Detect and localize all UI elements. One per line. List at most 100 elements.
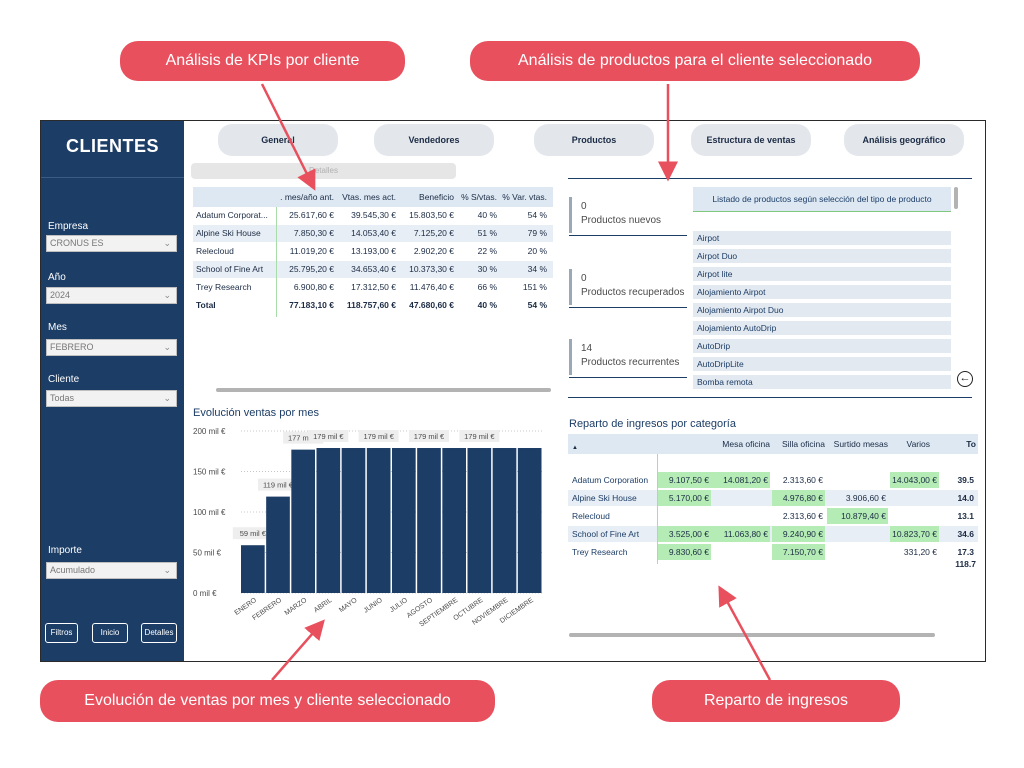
- table-row[interactable]: Relecloud 2.313,60 € 10.879,40 € 13.1: [568, 508, 978, 524]
- table-row[interactable]: Alpine Ski House 5.170,00 € 4.976,80 € 3.90…: [568, 490, 978, 506]
- bar-noviembre[interactable]: [492, 448, 517, 593]
- table-row[interactable]: Trey Research 6.900,80 € 17.312,50 € 11.476…: [193, 279, 553, 296]
- x-tick-label: JUNIO: [363, 597, 385, 615]
- reparto-header-surtido: Surtido mesas: [833, 439, 888, 449]
- inicio-button[interactable]: Inicio: [92, 623, 128, 643]
- mes-select[interactable]: FEBRERO ⌄: [46, 339, 177, 356]
- product-list-item[interactable]: Alojamiento Airpot Duo: [693, 303, 951, 317]
- back-arrow-icon[interactable]: ←: [957, 371, 973, 387]
- table-row[interactable]: School of Fine Art 25.795,20 € 34.653,40 €…: [193, 261, 553, 278]
- product-list-scrollbar[interactable]: [954, 187, 958, 209]
- table-row[interactable]: School of Fine Art 3.525,00 €11.063,80 €9…: [568, 526, 978, 542]
- empresa-select[interactable]: CRONUS ES ⌄: [46, 235, 177, 252]
- bar-agosto[interactable]: [417, 448, 441, 593]
- row-value: 22 %: [477, 246, 497, 256]
- row-value: 30 %: [477, 264, 497, 274]
- dashboard-frame: CLIENTES Empresa CRONUS ES ⌄ Año 2024 ⌄ Me…: [40, 120, 986, 662]
- bar-junio[interactable]: [366, 448, 391, 593]
- tab-productos[interactable]: Productos: [534, 124, 654, 156]
- row-value: 34 %: [527, 264, 547, 274]
- detalles-bar-label: Detalles: [309, 166, 338, 175]
- product-list-item[interactable]: Airpot Duo: [693, 249, 951, 263]
- kpi-card-nuevos: 0 Productos nuevos: [569, 197, 696, 233]
- data-label-bg: [459, 430, 500, 443]
- row-value: 54 %: [527, 210, 547, 220]
- product-list-item[interactable]: Alojamiento Airpot: [693, 285, 951, 299]
- product-list-item[interactable]: Alojamiento AutoDrip: [693, 321, 951, 335]
- table-row[interactable]: Adatum Corporat... 25.617,60 € 39.545,30 €…: [193, 207, 553, 224]
- bar-julio[interactable]: [392, 448, 416, 593]
- row-value: [711, 508, 770, 524]
- row-client-name: Trey Research: [196, 282, 252, 292]
- row-client-name: School of Fine Art: [572, 529, 640, 539]
- table-row[interactable]: Relecloud 11.019,20 € 13.193,00 € 2.902,20 …: [193, 243, 553, 260]
- data-label: 119 mil €: [263, 481, 294, 490]
- importe-value: Acumulado: [50, 565, 96, 575]
- table-row[interactable]: Trey Research 9.830,60 € 7.150,70 € 331,20 …: [568, 544, 978, 560]
- kpi-scrollbar[interactable]: [216, 388, 551, 392]
- row-value: 25.617,60 €: [289, 210, 334, 220]
- bar-octubre[interactable]: [467, 448, 492, 593]
- kpi-card-recuperados: 0 Productos recuperados: [569, 269, 696, 305]
- x-tick-label: MAYO: [338, 597, 359, 615]
- y-tick-label: 200 mil €: [193, 427, 226, 436]
- row-value: 4.976,80 €: [772, 490, 825, 506]
- anio-select[interactable]: 2024 ⌄: [46, 287, 177, 304]
- bar-septiembre[interactable]: [442, 448, 466, 593]
- row-value: 77.183,10 €: [289, 300, 334, 310]
- bar-marzo[interactable]: [291, 449, 315, 593]
- row-value: 25.795,20 €: [289, 264, 334, 274]
- reparto-header-total: To: [966, 439, 976, 449]
- table-row[interactable]: Alpine Ski House 7.850,30 € 14.053,40 € 7.1…: [193, 225, 553, 242]
- row-value: [827, 544, 888, 560]
- cliente-select[interactable]: Todas ⌄: [46, 390, 177, 407]
- x-tick-label: ABRIL: [313, 597, 334, 614]
- table-row[interactable]: Adatum Corporation 9.107,50 €14.081,20 € 2…: [568, 472, 978, 488]
- row-value: 14.043,00 €: [890, 472, 939, 488]
- kpi-recurrentes-label: Productos recurrentes: [581, 357, 680, 368]
- importe-select[interactable]: Acumulado ⌄: [46, 562, 177, 579]
- kpi-table-separator: [276, 207, 277, 317]
- bar-enero[interactable]: [241, 545, 265, 593]
- y-tick-label: 150 mil €: [193, 468, 226, 477]
- row-value: 11.019,20 €: [289, 246, 334, 256]
- row-value: 14.0: [957, 493, 974, 503]
- product-list-item[interactable]: Bomba remota: [693, 375, 951, 389]
- tab-analisis-geografico[interactable]: Análisis geográfico: [844, 124, 964, 156]
- product-list-item[interactable]: AutoDripLite: [693, 357, 951, 371]
- sort-up-icon[interactable]: ▲: [572, 445, 578, 451]
- data-label-bg: [409, 430, 449, 443]
- row-value: 54 %: [527, 300, 547, 310]
- data-label: 179 mil €: [363, 432, 394, 441]
- kpi-header-col4: % S/vtas.: [461, 192, 497, 202]
- kpi-top-line: [568, 178, 972, 179]
- bar-diciembre[interactable]: [517, 448, 542, 593]
- tab-estructura-ventas[interactable]: Estructura de ventas: [691, 124, 811, 156]
- bar-febrero[interactable]: [266, 496, 290, 593]
- row-value: 2.902,20 €: [413, 246, 454, 256]
- row-value: 39.545,30 €: [351, 210, 396, 220]
- product-list-header-underline: [693, 211, 951, 212]
- kpi-header-col3: Beneficio: [419, 192, 454, 202]
- tab-general[interactable]: General: [218, 124, 338, 156]
- detalles-button[interactable]: Detalles: [141, 623, 177, 643]
- data-label: 179 mil €: [313, 432, 344, 441]
- detalles-bar[interactable]: Detalles: [191, 163, 456, 179]
- product-list-item[interactable]: Airpot: [693, 231, 951, 245]
- reparto-scrollbar[interactable]: [569, 633, 935, 637]
- filtros-button[interactable]: Filtros: [45, 623, 78, 643]
- row-value: 34.653,40 €: [351, 264, 396, 274]
- kpi-table-total-row[interactable]: Total 77.183,10 € 118.757,60 € 47.680,60 € 4…: [193, 297, 553, 314]
- row-client-name: Alpine Ski House: [572, 493, 637, 503]
- data-label: 59 mil €: [240, 529, 267, 538]
- tab-vendedores[interactable]: Vendedores: [374, 124, 494, 156]
- product-list-item[interactable]: Airpot lite: [693, 267, 951, 281]
- product-list-item[interactable]: AutoDrip: [693, 339, 951, 353]
- bar-mayo[interactable]: [341, 448, 366, 593]
- sidebar-title: CLIENTES: [65, 136, 159, 156]
- kpi-table: . mes/año ant. Vtas. mes act. Beneficio …: [193, 187, 553, 322]
- chevron-down-icon: ⌄: [163, 565, 171, 575]
- reparto-title: Reparto de ingresos por categoría: [569, 418, 736, 430]
- row-value: 13.193,00 €: [351, 246, 396, 256]
- bar-abril[interactable]: [316, 448, 341, 593]
